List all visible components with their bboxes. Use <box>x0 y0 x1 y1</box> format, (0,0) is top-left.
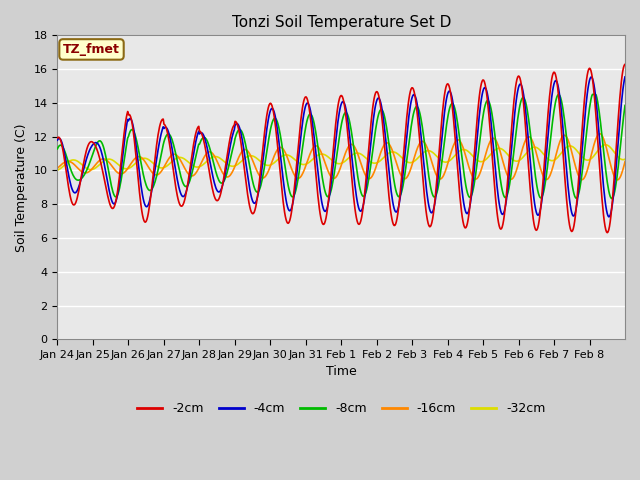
Title: Tonzi Soil Temperature Set D: Tonzi Soil Temperature Set D <box>232 15 451 30</box>
Y-axis label: Soil Temperature (C): Soil Temperature (C) <box>15 123 28 252</box>
X-axis label: Time: Time <box>326 365 356 378</box>
Text: TZ_fmet: TZ_fmet <box>63 43 120 56</box>
Legend: -2cm, -4cm, -8cm, -16cm, -32cm: -2cm, -4cm, -8cm, -16cm, -32cm <box>132 397 550 420</box>
